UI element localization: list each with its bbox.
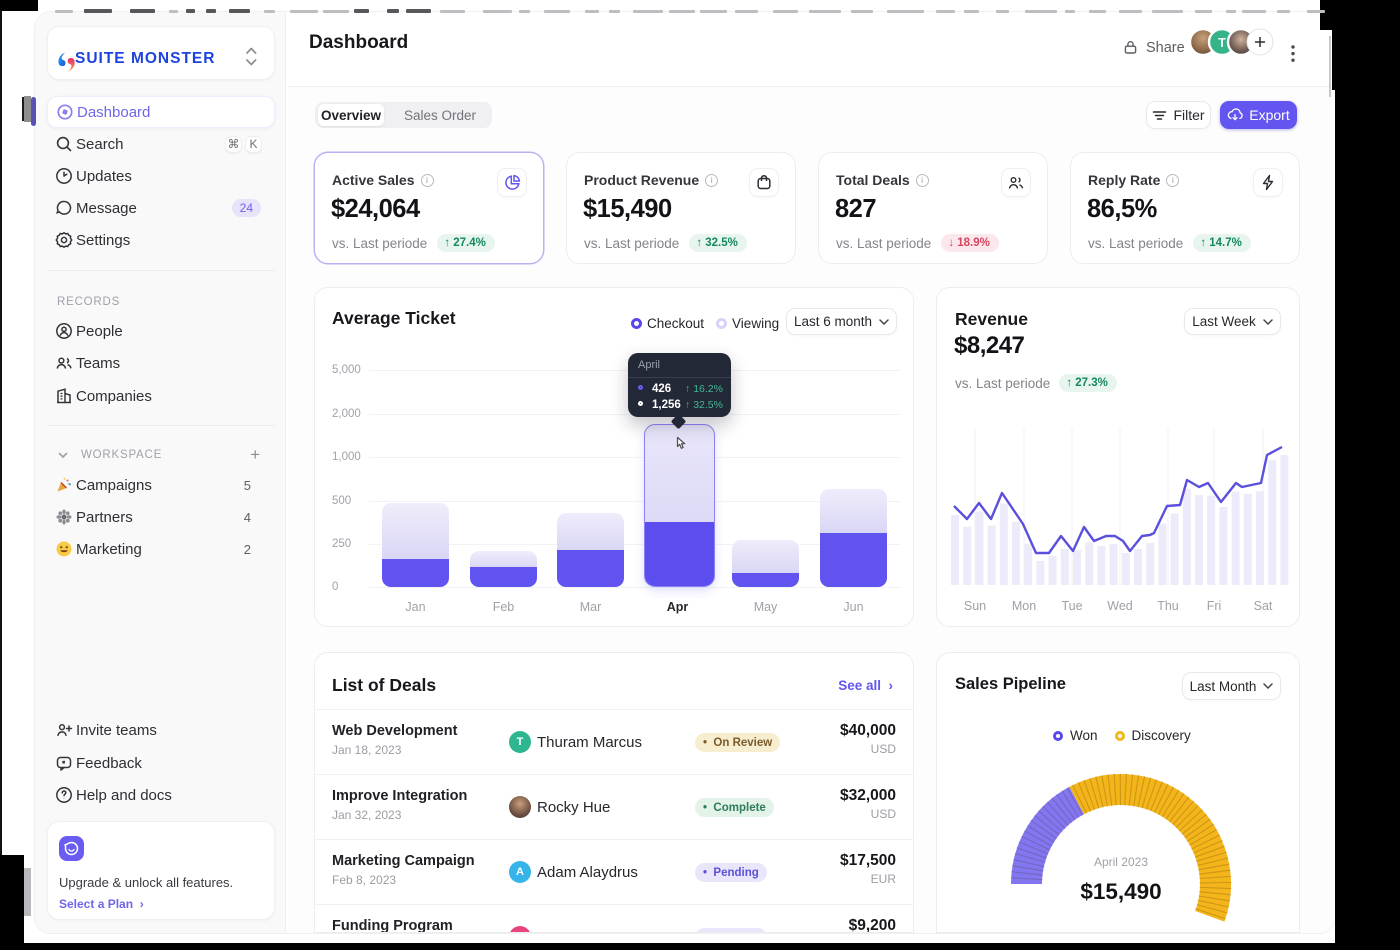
svg-text:SUITE MONSTER: SUITE MONSTER	[75, 50, 215, 67]
svg-text:$15,490: $15,490	[1080, 879, 1161, 904]
svg-text:Wed: Wed	[1107, 599, 1133, 613]
svg-text:Fri: Fri	[1207, 599, 1222, 613]
svg-text:Tue: Tue	[1061, 599, 1082, 613]
svg-text:T: T	[1218, 36, 1226, 50]
svg-text:April 2023: April 2023	[1094, 855, 1148, 869]
svg-text:Thu: Thu	[1157, 599, 1179, 613]
svg-text:Sat: Sat	[1254, 599, 1273, 613]
svg-text:Mon: Mon	[1012, 599, 1036, 613]
svg-text:Sun: Sun	[964, 599, 986, 613]
